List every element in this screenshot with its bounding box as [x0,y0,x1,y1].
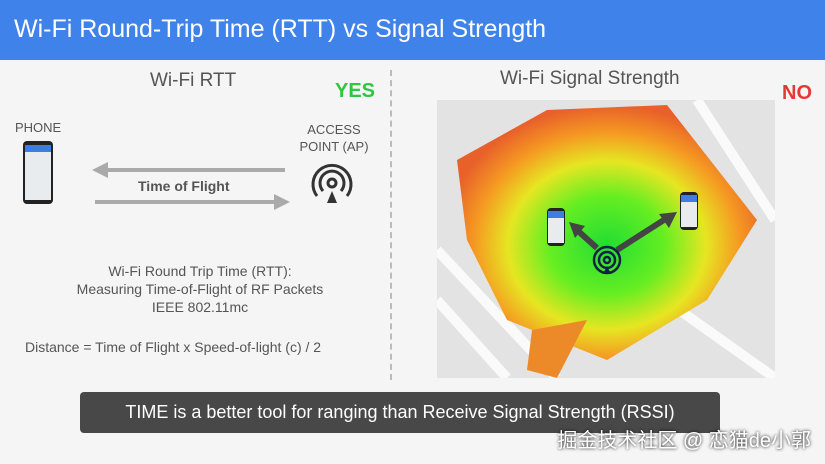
access-point-label: ACCESS POINT (AP) [296,121,372,155]
signal-strength-heatmap [437,100,775,378]
yes-label: YES [335,80,376,102]
arrow-head-right [274,194,290,210]
no-label: NO [782,82,812,104]
left-panel-title: Wi-Fi RTT [150,70,237,91]
desc-line: Measuring Time-of-Flight of RF Packets [76,281,324,297]
right-panel-title: Wi-Fi Signal Strength [500,68,680,89]
desc-line: IEEE 802.11mc [151,299,249,315]
access-point-icon [592,245,622,275]
arrow-head-left [92,162,108,178]
arrow-phone-to-ap [95,200,275,204]
phone-label: PHONE [15,120,62,135]
access-point-icon [311,163,353,203]
ap-label-line: POINT (AP) [299,139,369,154]
phone-icon [23,141,53,204]
phone-icon [680,192,698,230]
watermark: 掘金技术社区 @ 恋猫de小郭 [557,430,811,452]
slide-title: Wi-Fi Round-Trip Time (RTT) vs Signal St… [0,0,825,60]
rtt-description: Wi-Fi Round Trip Time (RTT): Measuring T… [20,262,380,316]
distance-formula: Distance = Time of Flight x Speed-of-lig… [25,339,322,355]
desc-line: Wi-Fi Round Trip Time (RTT): [108,263,292,279]
distance-arrows [569,212,677,275]
time-of-flight-label: Time of Flight [138,178,230,194]
arrow-ap-to-phone [105,168,285,172]
ap-label-line: ACCESS [307,122,361,137]
phone-icon [547,208,565,246]
divider [390,70,392,380]
video-subtitle: TIME is a better tool for ranging than R… [80,392,720,433]
